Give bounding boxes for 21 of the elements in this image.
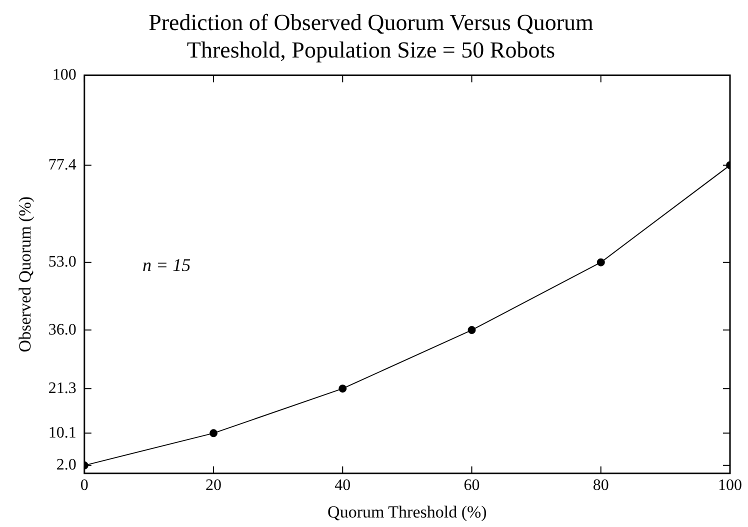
y-axis-title: Observed Quorum (%) — [16, 196, 35, 352]
y-tick-label: 2.0 — [56, 456, 76, 474]
x-tick-label: 80 — [592, 477, 609, 494]
point — [468, 326, 476, 334]
x-axis-title: Quorum Threshold (%) — [328, 502, 487, 522]
chart-title: Prediction of Observed Quorum Versus Quorum Threshold, Population Size = 50 Robots — [148, 10, 594, 62]
point — [210, 429, 218, 438]
y-tick-label: 36.0 — [48, 321, 76, 338]
x-tick-label: 0 — [80, 477, 88, 494]
y-tick-label: 21.3 — [48, 380, 76, 397]
y-tick-label: 53.0 — [48, 254, 76, 271]
annotation: n = 15 — [142, 255, 191, 276]
x-tick-label: 40 — [334, 477, 351, 494]
x-tick-label: 20 — [206, 477, 222, 494]
point — [596, 258, 605, 266]
y-tick-label: 10.1 — [48, 424, 76, 442]
y-tick-label: 100 — [52, 66, 76, 84]
x-tick-label: 100 — [718, 477, 742, 494]
x-tick-label: 60 — [464, 477, 480, 494]
point — [338, 384, 347, 393]
y-tick-label: 77.4 — [48, 156, 76, 174]
